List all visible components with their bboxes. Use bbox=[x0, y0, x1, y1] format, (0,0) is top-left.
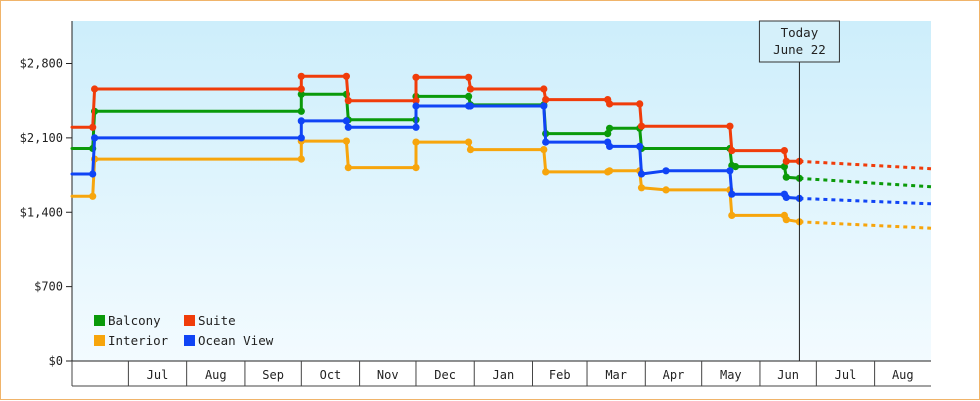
data-point bbox=[412, 138, 420, 146]
data-point bbox=[540, 146, 548, 154]
data-point bbox=[662, 167, 670, 175]
data-point bbox=[412, 97, 420, 105]
data-point bbox=[662, 186, 670, 194]
legend-swatch bbox=[94, 335, 105, 346]
data-point bbox=[89, 170, 97, 178]
month-label: Apr bbox=[663, 368, 685, 382]
data-point bbox=[89, 192, 97, 200]
data-point bbox=[297, 134, 305, 142]
month-label: Oct bbox=[320, 368, 342, 382]
data-point bbox=[542, 96, 550, 104]
data-point bbox=[731, 163, 740, 171]
forecast-line-suite bbox=[799, 159, 932, 171]
data-point bbox=[606, 167, 614, 175]
legend-item-label: Interior bbox=[108, 333, 169, 348]
data-point bbox=[542, 138, 550, 146]
data-point bbox=[297, 90, 305, 98]
data-point bbox=[726, 122, 734, 130]
series-line-suite bbox=[70, 74, 801, 163]
data-point bbox=[728, 190, 736, 198]
y-tick-label: $2,100 bbox=[20, 131, 63, 145]
data-point bbox=[782, 193, 790, 201]
data-point bbox=[726, 167, 734, 175]
month-label: Jan bbox=[493, 368, 515, 382]
month-label: May bbox=[720, 368, 742, 382]
data-point bbox=[540, 102, 548, 110]
y-tick-label: $2,800 bbox=[20, 57, 63, 71]
month-label: Mar bbox=[605, 368, 627, 382]
data-point bbox=[412, 102, 420, 110]
month-label: Jul bbox=[147, 368, 169, 382]
data-point bbox=[465, 73, 473, 81]
data-point bbox=[466, 85, 475, 93]
month-label: Aug bbox=[205, 368, 227, 382]
data-point bbox=[606, 124, 614, 132]
y-tick-label: $1,400 bbox=[20, 205, 63, 219]
data-point bbox=[636, 100, 644, 108]
month-label: Dec bbox=[434, 368, 456, 382]
plot-background bbox=[72, 21, 931, 361]
data-point bbox=[466, 102, 475, 110]
data-point bbox=[606, 100, 614, 108]
data-point bbox=[465, 138, 473, 146]
data-point bbox=[89, 123, 97, 131]
legend-item-label: Suite bbox=[198, 313, 236, 328]
data-point bbox=[412, 164, 420, 172]
data-point bbox=[297, 155, 305, 163]
data-point bbox=[637, 170, 646, 178]
data-point bbox=[637, 184, 646, 192]
data-point bbox=[466, 146, 475, 154]
today-date-label: June 22 bbox=[773, 42, 826, 57]
month-label: Sep bbox=[262, 368, 284, 382]
data-point bbox=[91, 85, 99, 93]
data-point bbox=[412, 123, 420, 131]
data-point bbox=[728, 211, 736, 219]
month-label: Feb bbox=[549, 368, 571, 382]
forecast-line-interior bbox=[799, 220, 932, 230]
data-point bbox=[782, 216, 790, 224]
data-point bbox=[344, 97, 352, 105]
data-point bbox=[782, 173, 790, 181]
month-label: Jul bbox=[835, 368, 857, 382]
month-label: Nov bbox=[377, 368, 399, 382]
data-point bbox=[728, 147, 736, 155]
data-point bbox=[637, 122, 646, 130]
y-tick-label: $0 bbox=[49, 354, 63, 368]
data-point bbox=[344, 164, 352, 172]
data-point bbox=[297, 85, 305, 93]
data-point bbox=[344, 123, 352, 131]
data-point bbox=[297, 107, 305, 115]
legend-swatch bbox=[94, 315, 105, 326]
data-point bbox=[782, 157, 790, 165]
data-point bbox=[342, 137, 350, 145]
legend-item-label: Ocean View bbox=[198, 333, 274, 348]
today-box bbox=[758, 20, 840, 63]
data-point bbox=[606, 142, 614, 150]
forecast-line-ocean-view bbox=[799, 196, 932, 206]
data-point bbox=[342, 72, 350, 80]
data-point bbox=[542, 168, 550, 176]
data-point bbox=[91, 134, 99, 142]
forecast-line-balcony bbox=[799, 176, 932, 189]
y-tick-label: $700 bbox=[34, 280, 63, 294]
today-label: Today bbox=[781, 25, 819, 40]
month-label: Jun bbox=[777, 368, 799, 382]
data-point bbox=[636, 142, 644, 150]
month-label: Aug bbox=[892, 368, 914, 382]
legend-item-label: Balcony bbox=[108, 313, 161, 328]
data-point bbox=[297, 117, 305, 125]
data-point bbox=[465, 92, 473, 100]
data-point bbox=[540, 85, 548, 93]
data-point bbox=[297, 72, 305, 80]
legend-swatch bbox=[184, 315, 195, 326]
legend-swatch bbox=[184, 335, 195, 346]
data-point bbox=[342, 117, 350, 125]
data-point bbox=[412, 73, 420, 81]
data-point bbox=[780, 147, 789, 155]
